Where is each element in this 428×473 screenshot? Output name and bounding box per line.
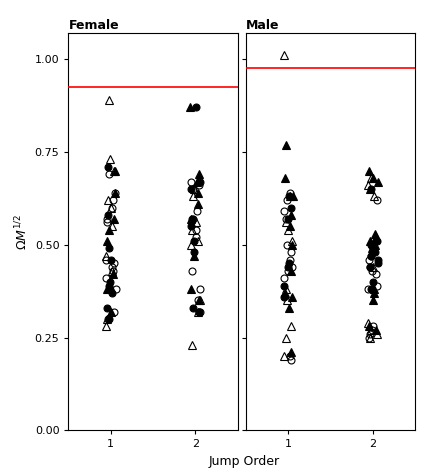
Text: Male: Male — [246, 19, 279, 32]
Y-axis label: $\Omega M^{1/2}$: $\Omega M^{1/2}$ — [14, 214, 30, 250]
Text: Jump Order: Jump Order — [208, 455, 279, 468]
Text: Female: Female — [68, 19, 119, 32]
